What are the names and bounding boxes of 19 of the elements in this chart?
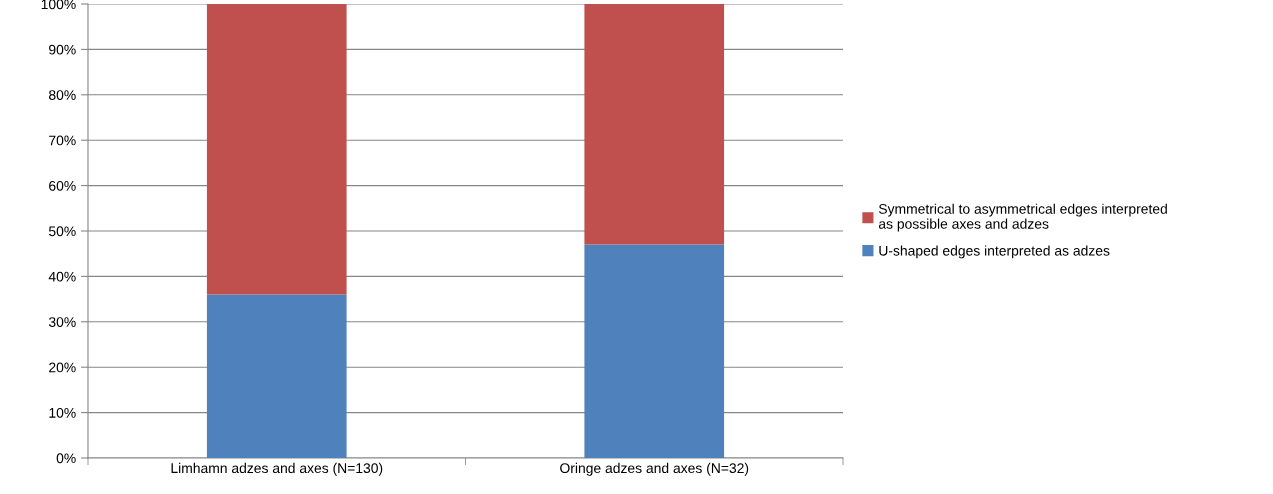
y-tick-label: 10% bbox=[49, 407, 76, 418]
x-tick-label: Limhamn adzes and axes (N=130) bbox=[171, 462, 383, 476]
bar bbox=[584, 4, 725, 245]
y-tick-label: 40% bbox=[48, 271, 76, 282]
legend-label: Symmetrical to asymmetrical edges interpreted as possible axes and adzes bbox=[878, 203, 1167, 232]
y-tick-label: 20% bbox=[49, 362, 76, 373]
bar bbox=[584, 244, 725, 458]
bar bbox=[206, 4, 347, 295]
y-tick-label: 100% bbox=[41, 0, 76, 10]
y-tick-label: 60% bbox=[49, 180, 76, 191]
x-tick-label: Oringe adzes and axes (N=32) bbox=[560, 462, 749, 476]
bar bbox=[206, 294, 347, 458]
y-tick-label: 70% bbox=[49, 135, 76, 146]
y-tick-label: 30% bbox=[48, 317, 76, 327]
y-tick-label: 90% bbox=[49, 44, 76, 55]
y-tick-label: 0% bbox=[56, 453, 76, 464]
y-tick-label: 80% bbox=[49, 90, 76, 100]
legend-label: U-shaped edges interpreted as adzes bbox=[879, 245, 1110, 259]
y-tick-label: 50% bbox=[48, 226, 76, 237]
